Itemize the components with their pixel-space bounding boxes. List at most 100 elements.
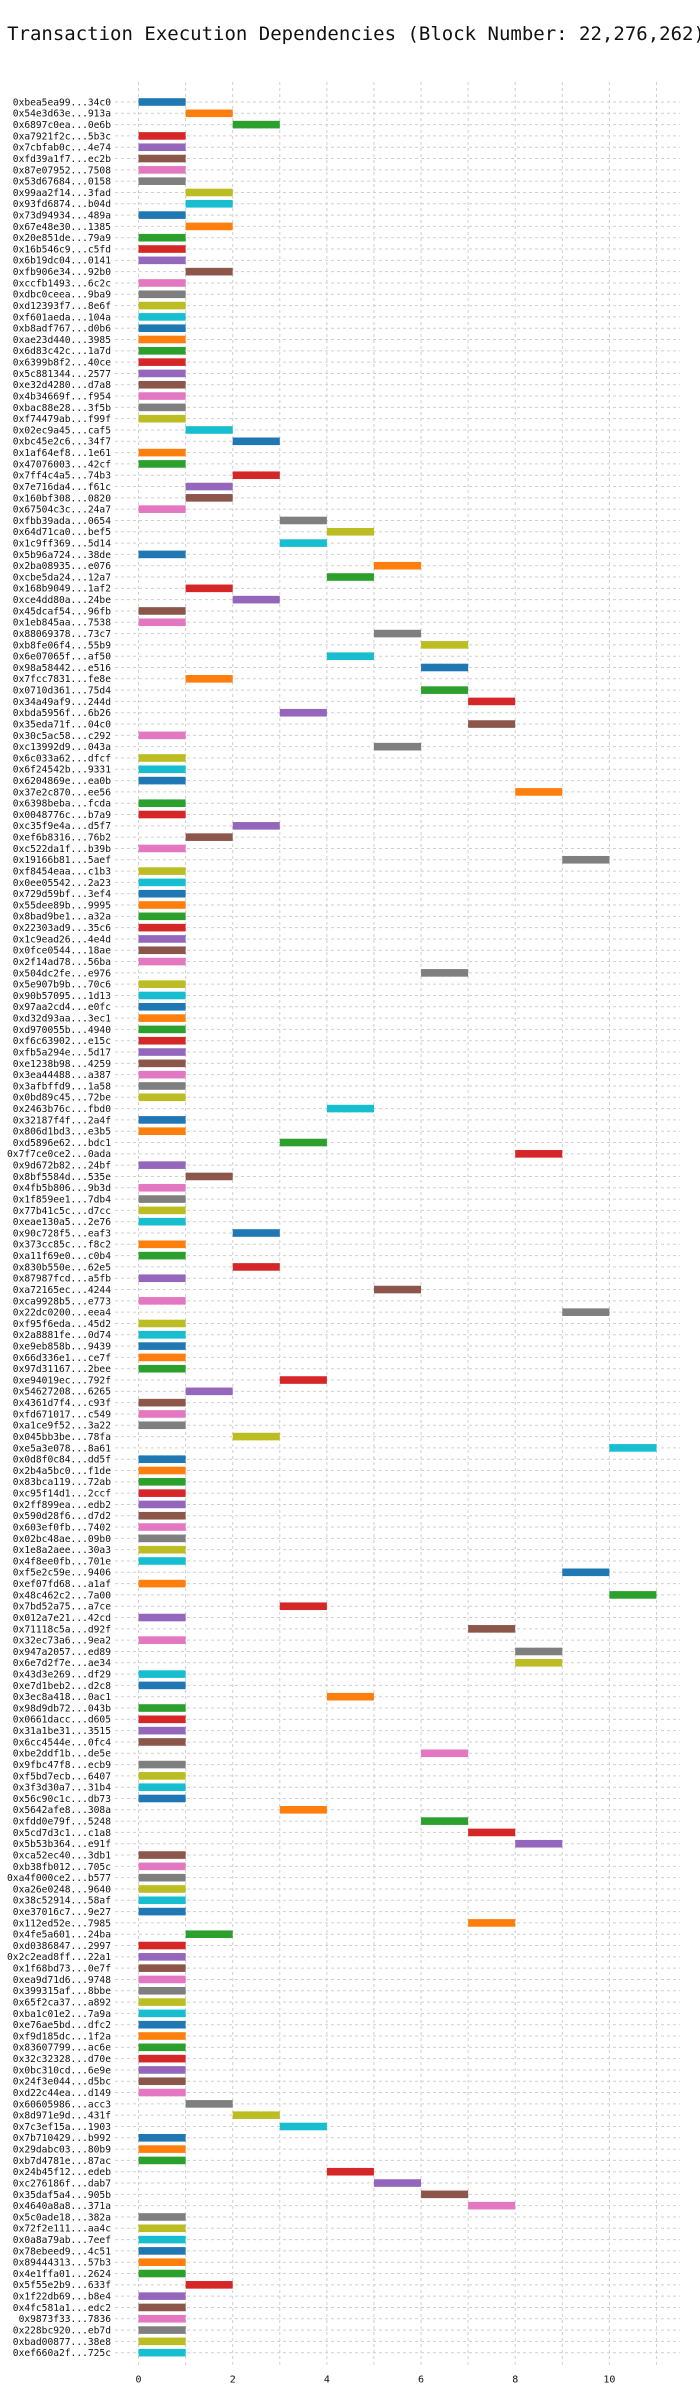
tx-label: 0x0bc310cd...6e9e [13,2065,111,2076]
tx-bar [138,1297,186,1305]
tx-label: 0x9d672b82...24bf [13,1161,111,1172]
tx-bar [138,2156,186,2165]
tx-label: 0x6b19dc04...0141 [13,256,111,267]
tx-label: 0x1eb845aa...7538 [13,618,111,629]
tx-label: 0xfb906e34...92b0 [13,267,111,278]
tx-bar [138,1342,186,1350]
tx-label: 0x3afbffd9...1a58 [13,1081,111,1092]
tx-bar [279,1376,327,1384]
tx-label: 0x3ec8a418...0ac1 [13,1692,111,1703]
tx-label: 0x6897c0ea...0e6b [13,120,111,131]
tx-bar [138,980,186,988]
tx-label: 0x32187f4f...2a4f [13,1115,111,1126]
tx-bar [138,2247,186,2255]
tx-bar [138,2134,186,2142]
tx-bar [138,347,186,355]
tx-bar [138,607,186,615]
tx-label: 0x7cbfab0c...4e74 [13,143,111,154]
tx-bar [138,132,186,140]
x-tick-label: 10 [603,2375,615,2386]
tx-bar [468,2201,516,2210]
tx-label: 0xef07fd68...a1af [13,1579,111,1590]
tx-bar [138,1534,186,1543]
tx-label: 0x88069378...73c7 [13,629,111,640]
tx-label: 0xf95f6eda...45d2 [13,1319,111,1330]
tx-bar [138,1070,186,1079]
tx-label: 0x98a58442...e516 [13,663,111,674]
tx-label: 0x7ff4c4a5...74b3 [13,471,111,482]
tx-bar [185,188,233,197]
tx-label: 0x31a1be31...3515 [13,1726,111,1737]
tx-label: 0xfdd0e79f...5248 [13,1817,111,1828]
tx-label: 0x6d83c42c...1a7d [13,346,111,357]
tx-bar [138,1738,186,1746]
tx-label: 0x2c2ead8ff...22a1 [7,1952,111,1963]
tx-bar [373,629,422,638]
tx-bar [185,675,233,683]
tx-bar [138,2032,186,2040]
tx-label: 0xe76ae5bd...dfc2 [13,2020,111,2031]
tx-bar [279,708,327,717]
tx-label: 0x72f2e111...aa4c [13,2224,111,2235]
tx-bar [138,313,186,321]
tx-label: 0xc13992d9...043a [13,742,111,753]
tx-bar [138,358,186,366]
tx-bar [138,2043,186,2052]
tx-bar [138,1398,186,1407]
tx-label: 0x83607799...ac6e [13,2043,111,2054]
tx-label: 0x1e8a2aee...30a3 [13,1545,111,1556]
tx-label: 0x6e7d2f7e...ae34 [13,1658,111,1669]
tx-bar [468,697,516,706]
tx-label: 0xd5896e62...bdc1 [13,1138,111,1149]
tx-bar [138,1003,186,1011]
tx-bar [138,776,186,785]
tx-label: 0x504dc2fe...e976 [13,968,111,979]
tx-bar [373,2179,422,2187]
tx-label: 0xd22c44ea...d149 [13,2088,111,2099]
tx-bar [138,143,186,152]
tx-bar [468,1625,516,1633]
tx-bar [138,2303,186,2312]
tx-bar [138,1772,186,1780]
tx-label: 0x38c52914...58af [13,1896,111,1907]
tx-bar [185,494,233,502]
tx-bar [373,742,422,751]
tx-label: 0x89444313...57b3 [13,2258,111,2269]
tx-bar [138,2326,186,2334]
tx-label: 0x0661dacc...d605 [13,1715,111,1726]
tx-label: 0x806d1bd3...e3b5 [13,1127,111,1138]
tx-bar [138,2213,186,2221]
tx-label: 0xa11f69e0...c0b4 [13,1251,111,1262]
tx-label: 0x4fe5a601...24ba [13,1930,111,1941]
tx-bar [138,1364,186,1373]
tx-bar [232,471,280,480]
tx-label: 0xe7d1beb2...d2c8 [13,1681,111,1692]
tx-bar [138,211,186,219]
tx-bar [138,912,186,921]
tx-bar [138,1421,186,1430]
tx-label: 0x6cc4544e...0fc4 [13,1737,111,1748]
x-tick-label: 0 [136,2375,142,2386]
tx-label: 0x6e07065f...af50 [13,652,111,663]
tx-bar [138,2314,186,2323]
tx-label: 0xef6b8316...76b2 [13,833,111,844]
tx-bar [138,1964,186,1972]
tx-bar [562,1568,610,1577]
tx-label: 0xba1c01e2...7a9a [13,2009,111,2020]
tx-bar [138,1862,186,1871]
tx-bar [138,2269,186,2278]
tx-bar [138,2292,186,2300]
tx-label: 0x228bc920...eb7d [13,2325,111,2336]
tx-bar [138,1726,186,1735]
tx-label: 0x67e48e30...1385 [13,222,111,233]
tx-label: 0x99aa2f14...3fad [13,188,111,199]
tx-bar [138,448,186,457]
tx-bar [185,2281,233,2289]
tx-label: 0x4640a8a8...371a [13,2201,111,2212]
tx-label: 0x34a49af9...244d [13,697,111,708]
tx-bar [138,1206,186,1215]
tx-label: 0xc276186f...dab7 [13,2178,111,2189]
tx-label: 0x6f24542b...9331 [13,765,111,776]
tx-bar [185,199,233,208]
